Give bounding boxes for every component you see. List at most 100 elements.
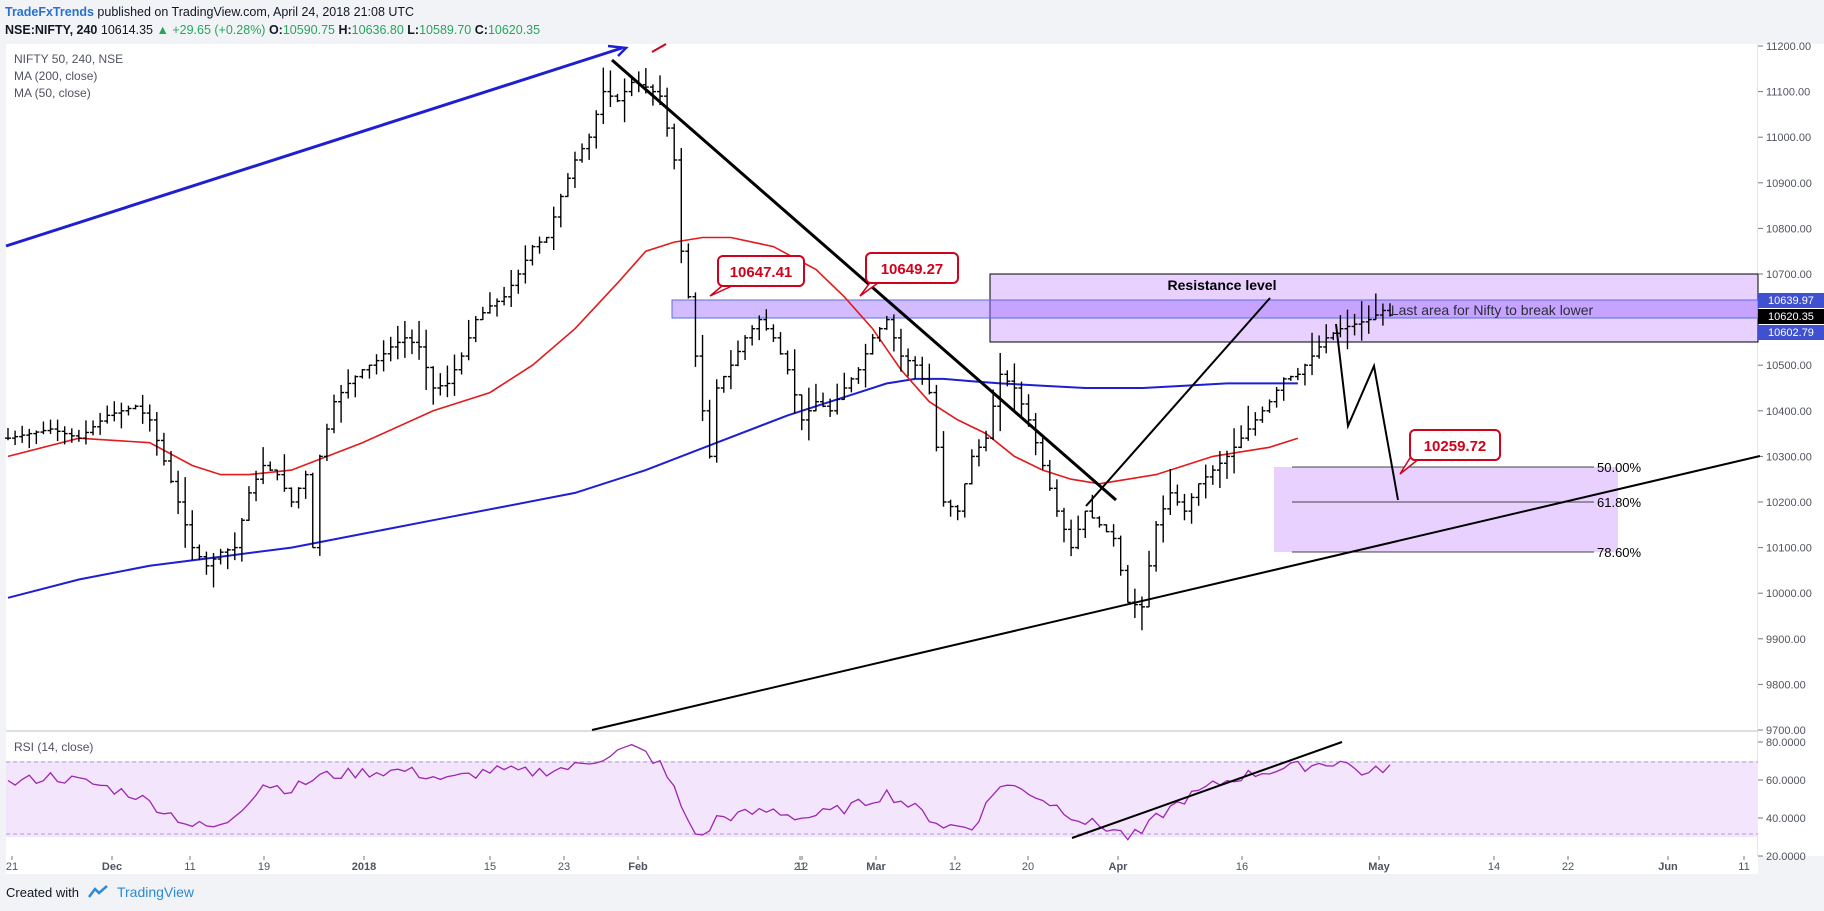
ohlc-bar: [1280, 377, 1287, 401]
ohlc-bar: [245, 486, 252, 521]
ohlc-bar: [1060, 507, 1067, 543]
legend-ma50[interactable]: MA (50, close): [14, 86, 91, 100]
rsi-trend-line[interactable]: [1071, 741, 1343, 839]
ohlc-bar: [458, 352, 465, 375]
rsi-tick-label: 80.0000: [1766, 737, 1806, 749]
ohlc-bar: [1231, 428, 1238, 474]
ohlc-line: NSE:NIFTY, 240 10614.35 ▲ +29.65 (+0.28%…: [5, 23, 540, 37]
price-tick-label: 9700.00: [1766, 725, 1806, 737]
ohlc-bar: [621, 78, 628, 123]
time-tick-label: 14: [1488, 861, 1500, 873]
ohlc-bar: [848, 377, 855, 393]
ohlc-bar: [1160, 495, 1167, 543]
ohlc-bar: [260, 447, 267, 485]
ohlc-bar: [890, 314, 897, 352]
ohlc-bar: [734, 340, 741, 367]
time-tick-label: Mar: [866, 861, 886, 873]
ohlc-bar: [529, 244, 536, 266]
time-tick-label: Jun: [1658, 861, 1678, 873]
ohlc-bar: [699, 334, 706, 422]
upper-channel-arrow: [607, 44, 629, 57]
ohlc-bar: [905, 348, 912, 377]
ohlc-bar: [600, 67, 607, 125]
ohlc-bar: [309, 472, 316, 549]
price-tag-10639: 10639.97: [1758, 293, 1824, 308]
ohlc-bar: [1195, 483, 1202, 506]
ohlc-bar: [160, 432, 167, 466]
ohlc-bar: [1018, 381, 1025, 418]
ohlc-bar: [1124, 565, 1131, 604]
zone-label: Last area for Nifty to break lower: [1391, 302, 1594, 318]
ohlc-bar: [550, 206, 557, 251]
break-zone[interactable]: [671, 299, 1759, 319]
fib-target-zone[interactable]: [1274, 467, 1618, 552]
ohlc-bar: [1252, 412, 1259, 436]
price-tick-label: 11200.00: [1766, 41, 1811, 53]
ohlc-bar: [727, 350, 734, 390]
time-tick-label: Dec: [102, 861, 122, 873]
rsi-tick-label: 60.0000: [1766, 775, 1806, 787]
callout-10259[interactable]: 10259.72: [1399, 429, 1501, 475]
upper-channel-line[interactable]: [5, 46, 623, 248]
ohlc-bar: [224, 548, 231, 570]
price-pane[interactable]: [6, 44, 1758, 730]
ohlc-bar: [451, 354, 458, 396]
ohlc-bar: [90, 420, 97, 436]
open-label: O:: [268, 23, 283, 37]
tradingview-brand[interactable]: TradingView: [116, 884, 195, 900]
ohlc-bar: [366, 364, 373, 379]
callout-10647-text: 10647.41: [730, 264, 793, 281]
ohlc-bar: [1011, 363, 1018, 411]
ohlc-bar: [990, 389, 997, 440]
callout-10649[interactable]: 10649.27: [859, 252, 959, 297]
ohlc-bar: [897, 328, 904, 372]
legend-rsi[interactable]: RSI (14, close): [14, 740, 94, 754]
time-tick-label: May: [1368, 861, 1390, 873]
support-trend-line[interactable]: [591, 455, 1761, 731]
ohlc-bar: [1330, 332, 1337, 341]
ohlc-bar: [153, 411, 160, 456]
ohlc-bar: [628, 77, 635, 97]
ohlc-bar: [125, 405, 132, 416]
ohlc-bar: [486, 292, 493, 314]
publish-line: TradeFxTrends published on TradingView.c…: [5, 5, 414, 19]
rising-channel-line[interactable]: [1085, 297, 1271, 507]
ohlc-bar: [607, 70, 614, 108]
svg-text:10602.79: 10602.79: [1768, 327, 1814, 339]
open-value: 10590.75: [282, 23, 335, 37]
legend-ma200[interactable]: MA (200, close): [14, 69, 98, 83]
price-tick-label: 10400.00: [1766, 406, 1812, 418]
price-change: ▲ +29.65 (+0.28%): [156, 23, 266, 37]
author-link[interactable]: TradeFxTrends: [5, 5, 94, 19]
ohlc-bar: [68, 428, 75, 443]
callout-10647[interactable]: 10647.41: [709, 255, 805, 297]
price-tick-label: 10000.00: [1766, 588, 1812, 600]
resistance-zone[interactable]: [989, 273, 1759, 343]
price-tag-10620: 10620.35: [1758, 309, 1824, 324]
fib-label-618: 61.80%: [1597, 495, 1642, 510]
ohlc-bar: [1004, 370, 1011, 387]
ohlc-bar: [47, 419, 54, 434]
time-tick-label: 21: [6, 861, 18, 873]
ohlc-bar: [926, 363, 933, 395]
rsi-line[interactable]: [7, 743, 1391, 841]
ohlc-bar: [479, 306, 486, 321]
ohlc-bar: [1068, 519, 1075, 557]
ohlc-bar: [777, 332, 784, 355]
projection-path[interactable]: [1335, 323, 1399, 501]
time-axis[interactable]: [6, 856, 1758, 874]
price-axis[interactable]: [1758, 44, 1824, 856]
downtrend-line[interactable]: [611, 58, 1117, 502]
ohlc-bar: [238, 518, 245, 562]
fib-label-786: 78.60%: [1597, 545, 1642, 560]
symbol-label[interactable]: NSE:NIFTY, 240: [5, 23, 98, 37]
time-tick-label: 2018: [352, 861, 376, 873]
ohlc-bar: [827, 398, 834, 417]
time-tick-label: 22: [1562, 861, 1574, 873]
svg-text:10620.35: 10620.35: [1768, 311, 1814, 323]
ohlc-bar: [933, 384, 940, 452]
ohlc-bar: [316, 454, 323, 556]
ohlc-bar: [1025, 394, 1032, 427]
legend-instrument[interactable]: NIFTY 50, 240, NSE: [14, 52, 124, 66]
